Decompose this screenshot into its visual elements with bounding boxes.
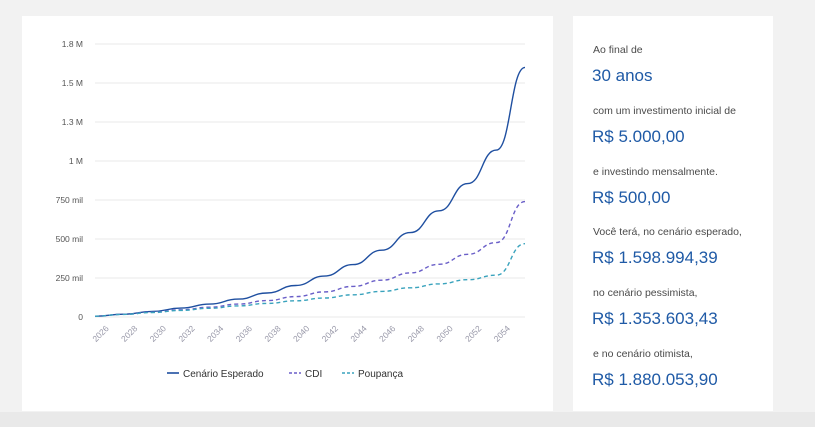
grid-lines [95, 43, 525, 318]
x-tick-label: 2046 [377, 323, 398, 344]
legend-label: Cenário Esperado [183, 369, 264, 380]
series-line-esperado [94, 66, 526, 317]
x-tick-label: 2030 [148, 323, 169, 344]
series-line-cdi [94, 200, 526, 317]
x-tick-label: 2032 [176, 323, 197, 344]
x-tick-label: 2034 [205, 323, 226, 344]
label-final: Ao final de [593, 44, 643, 56]
x-tick-label: 2028 [119, 323, 140, 344]
series-lines [94, 66, 526, 317]
x-tick-label: 2054 [492, 323, 513, 344]
x-tick-label: 2050 [434, 323, 455, 344]
x-tick-label: 2026 [90, 323, 111, 344]
x-tick-label: 2038 [262, 323, 283, 344]
label-optimistic: e no cenário otimista, [593, 348, 693, 360]
series-line-poupanca [94, 243, 526, 317]
x-tick-label: 2040 [291, 323, 312, 344]
expected-amount: R$ 1.598.994,39 [592, 248, 718, 267]
projection-chart-card: 0 250 mil 500 mil 750 mil 1 M 1.3 M 1.5 M 1.8 M… [22, 16, 553, 411]
label-initial: com um investimento inicial de [593, 105, 736, 117]
x-tick-label: 2036 [234, 323, 255, 344]
label-monthly: e investindo mensalmente. [593, 166, 718, 178]
label-pessimistic: no cenário pessimista, [593, 287, 698, 299]
x-tick-label: 2048 [406, 323, 427, 344]
y-tick-label: 0 [78, 312, 83, 322]
projection-chart: 0 250 mil 500 mil 750 mil 1 M 1.3 M 1.5 M 1.8 M… [56, 39, 526, 380]
y-tick-label: 1 M [69, 156, 83, 166]
legend-label: Poupança [358, 369, 403, 380]
label-expected: Você terá, no cenário esperado, [593, 226, 742, 238]
y-tick-label: 250 mil [56, 273, 84, 283]
optimistic-amount: R$ 1.880.053,90 [592, 370, 718, 389]
legend-item-esperado[interactable]: Cenário Esperado [167, 369, 264, 380]
y-tick-label: 1.5 M [62, 78, 83, 88]
initial-amount: R$ 5.000,00 [592, 127, 685, 146]
legend-item-poupanca[interactable]: Poupança [342, 369, 403, 380]
x-tick-label: 2052 [463, 323, 484, 344]
y-tick-label: 1.8 M [62, 39, 83, 49]
x-tick-label: 2042 [320, 323, 341, 344]
chart-legend[interactable]: Cenário Esperado CDI Poupança [167, 369, 403, 380]
investment-summary: Ao final de 30 anos com um investimento … [573, 16, 773, 411]
monthly-amount: R$ 500,00 [592, 188, 671, 207]
y-tick-label: 500 mil [56, 234, 84, 244]
y-tick-label: 1.3 M [62, 117, 83, 127]
legend-label: CDI [305, 369, 322, 380]
pessimistic-amount: R$ 1.353.603,43 [592, 309, 718, 328]
x-axis-ticks: 2026 2028 2030 2032 2034 2036 2038 2040 2042 2044… [90, 323, 512, 344]
y-axis-ticks: 0 250 mil 500 mil 750 mil 1 M 1.3 M 1.5 M 1.8 M [56, 39, 84, 322]
page-bottom-bar [0, 412, 815, 427]
period-value: 30 anos [592, 66, 653, 85]
y-tick-label: 750 mil [56, 195, 84, 205]
x-tick-label: 2044 [348, 323, 369, 344]
legend-item-cdi[interactable]: CDI [289, 369, 322, 380]
